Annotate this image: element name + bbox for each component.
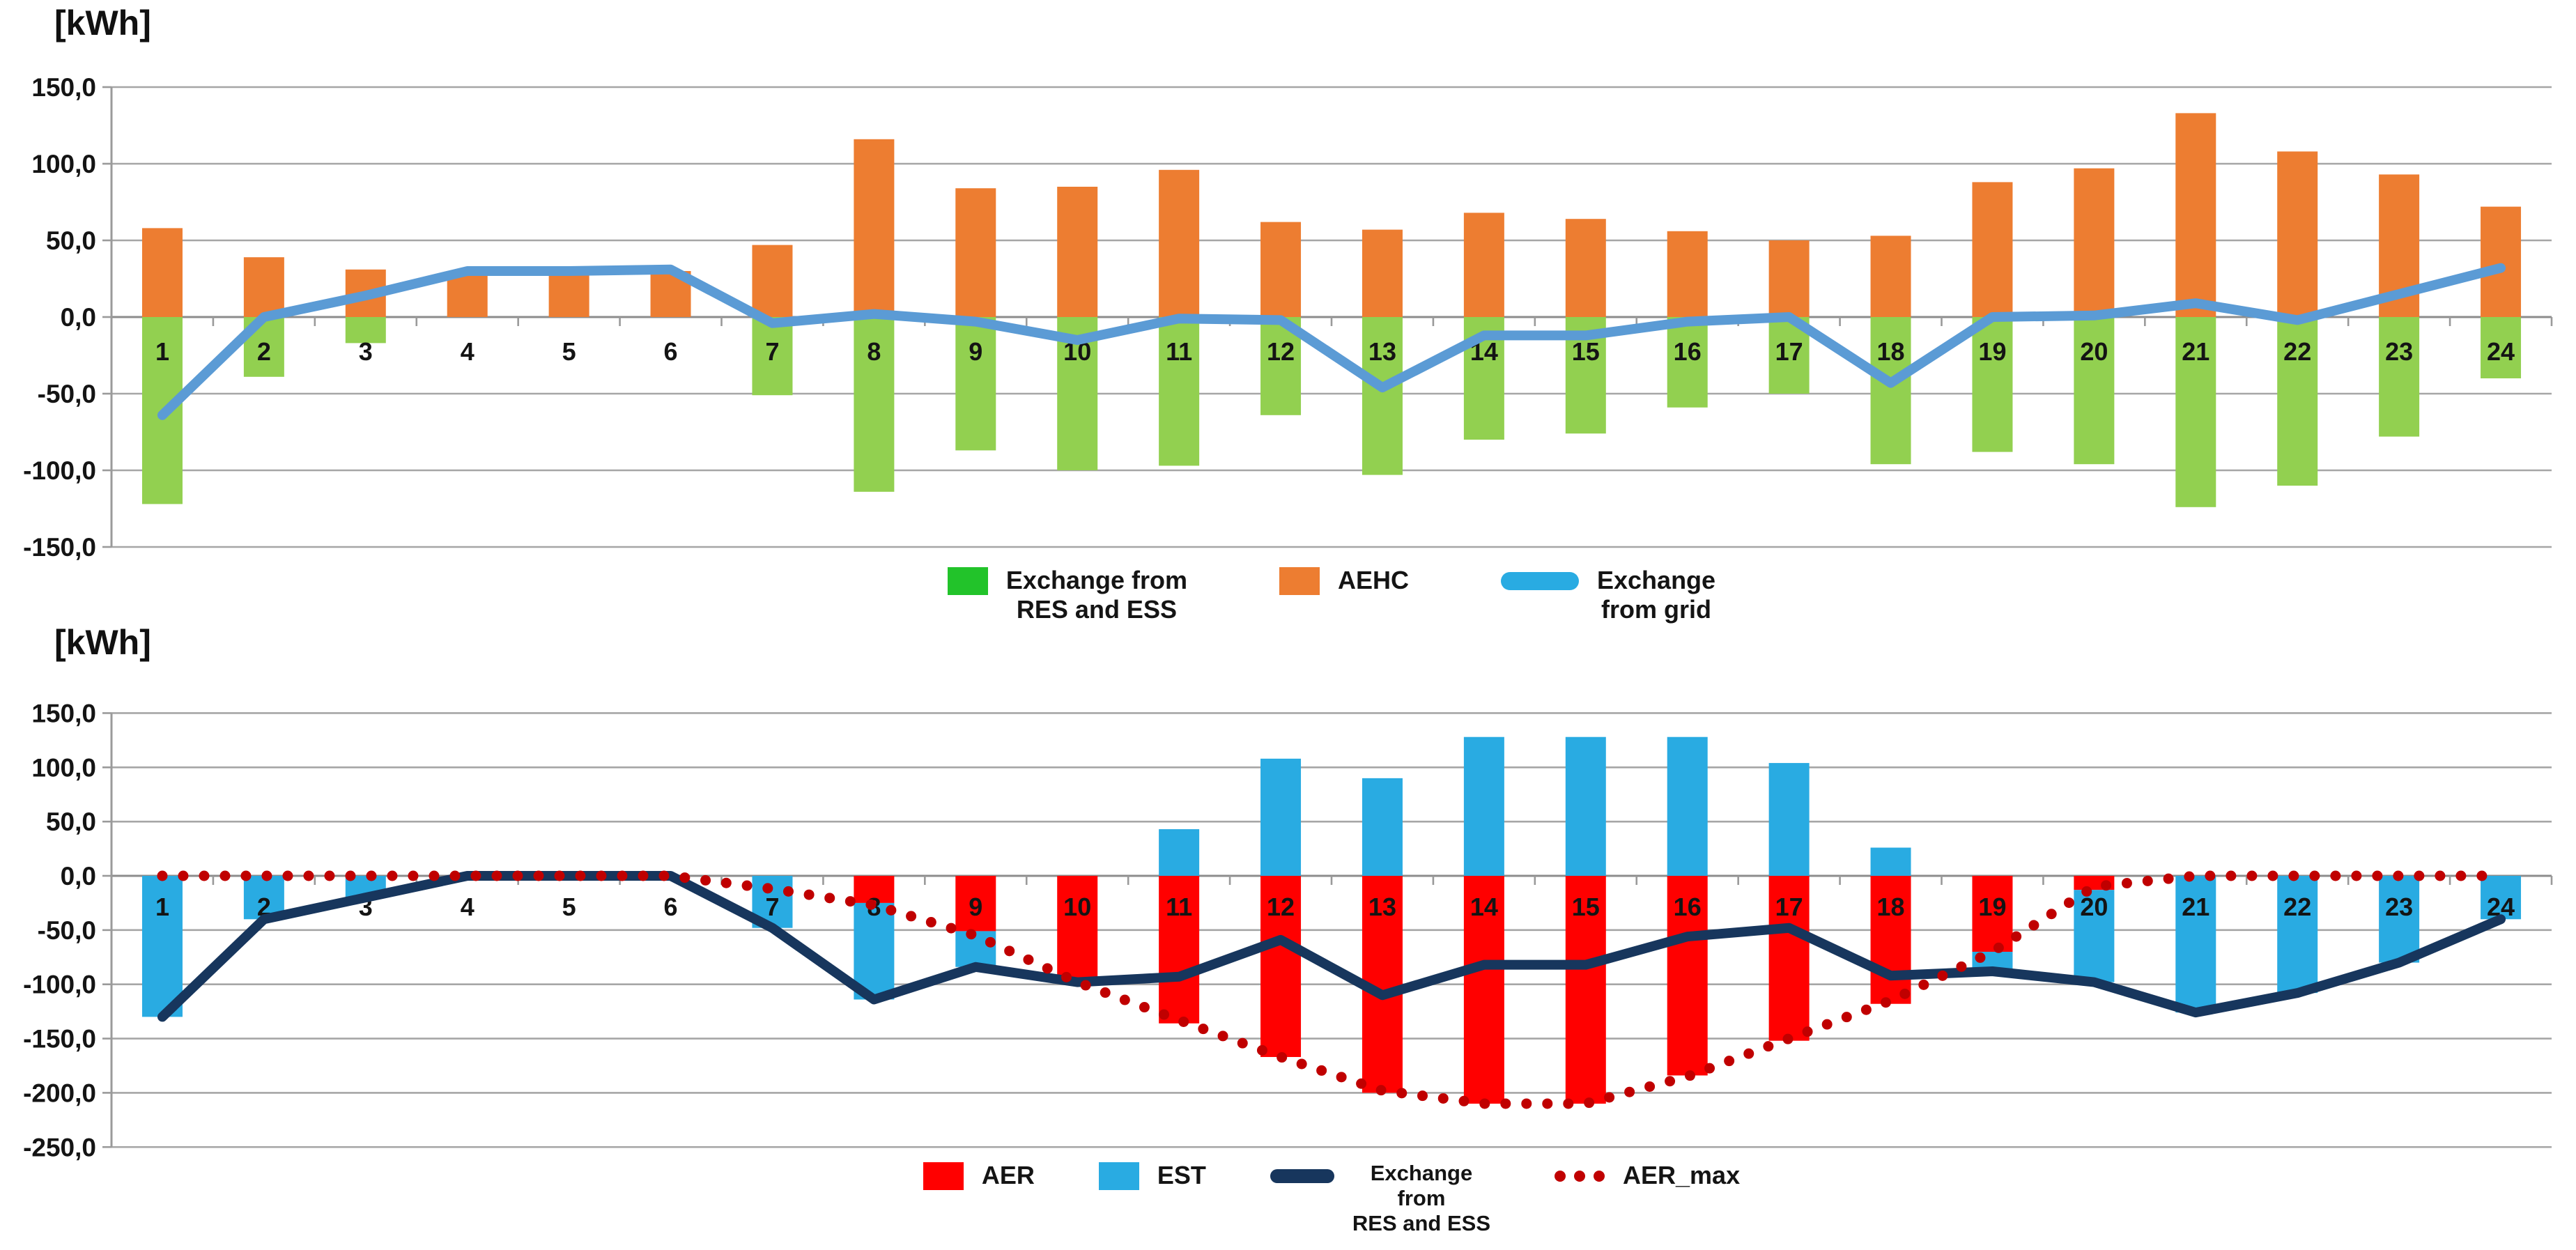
svg-text:16: 16 — [1674, 337, 1702, 366]
svg-text:1: 1 — [155, 893, 169, 921]
dot-icon — [1555, 1171, 1566, 1182]
aer-swatch — [923, 1162, 964, 1190]
svg-text:-200,0: -200,0 — [23, 1079, 96, 1107]
legend-item-aer: AER — [923, 1161, 1035, 1190]
legend-item-est: EST — [1098, 1161, 1206, 1190]
svg-text:9: 9 — [969, 893, 982, 921]
svg-text:12: 12 — [1267, 337, 1295, 366]
svg-text:-150,0: -150,0 — [23, 533, 96, 562]
legend-label-aer-max: AER_max — [1623, 1161, 1741, 1189]
svg-text:5: 5 — [562, 893, 576, 921]
svg-text:20: 20 — [2080, 893, 2108, 921]
svg-text:0,0: 0,0 — [61, 303, 96, 332]
svg-text:6: 6 — [664, 337, 678, 366]
svg-text:13: 13 — [1368, 337, 1396, 366]
legend-item-res-ess: Exchange from RES and ESS — [947, 566, 1187, 624]
res-ess-exchange-line-swatch — [1270, 1169, 1334, 1183]
svg-text:24: 24 — [2487, 337, 2515, 366]
svg-text:-100,0: -100,0 — [23, 456, 96, 485]
svg-text:17: 17 — [1775, 337, 1803, 366]
legend-item-grid-exchange: Exchange from grid — [1501, 566, 1715, 624]
svg-text:11: 11 — [1166, 893, 1192, 921]
aehc-swatch — [1279, 567, 1320, 595]
svg-text:150,0: 150,0 — [31, 73, 96, 102]
svg-text:15: 15 — [1572, 337, 1600, 366]
svg-text:2: 2 — [257, 337, 271, 366]
legend-label-aehc: AEHC — [1337, 566, 1409, 594]
svg-text:22: 22 — [2283, 893, 2311, 921]
svg-text:100,0: 100,0 — [31, 150, 96, 178]
svg-text:50,0: 50,0 — [46, 808, 96, 836]
aer-max-dotted-swatch — [1555, 1171, 1605, 1182]
svg-text:3: 3 — [359, 337, 373, 366]
svg-text:18: 18 — [1877, 337, 1905, 366]
svg-text:0,0: 0,0 — [61, 862, 96, 890]
svg-text:22: 22 — [2283, 337, 2311, 366]
dot-icon — [1594, 1171, 1605, 1182]
svg-text:21: 21 — [2182, 337, 2209, 366]
legend-label-est: EST — [1157, 1161, 1206, 1189]
svg-text:12: 12 — [1267, 893, 1295, 921]
svg-text:7: 7 — [765, 337, 779, 366]
top-chart-legend: Exchange from RES and ESS AEHC Exchange … — [111, 566, 2552, 624]
svg-text:19: 19 — [1978, 893, 2006, 921]
svg-text:6: 6 — [664, 893, 678, 921]
svg-text:23: 23 — [2385, 337, 2413, 366]
svg-text:14: 14 — [1470, 893, 1498, 921]
svg-text:11: 11 — [1166, 337, 1192, 366]
svg-text:-150,0: -150,0 — [23, 1025, 96, 1054]
svg-text:150,0: 150,0 — [31, 699, 96, 727]
svg-text:8: 8 — [867, 337, 881, 366]
est-swatch — [1098, 1162, 1139, 1190]
svg-text:-250,0: -250,0 — [23, 1133, 96, 1162]
svg-text:18: 18 — [1877, 893, 1905, 921]
dot-icon — [1574, 1171, 1586, 1182]
svg-text:7: 7 — [765, 893, 779, 921]
svg-text:10: 10 — [1063, 893, 1091, 921]
legend-item-res-ess-exchange: Exchange from RES and ESS — [1270, 1161, 1490, 1236]
svg-text:50,0: 50,0 — [46, 226, 96, 255]
svg-text:19: 19 — [1978, 337, 2006, 366]
svg-text:-50,0: -50,0 — [38, 380, 96, 408]
legend-label-aer: AER — [981, 1161, 1035, 1189]
svg-text:16: 16 — [1674, 893, 1702, 921]
legend-item-aer-max: AER_max — [1555, 1161, 1740, 1190]
svg-text:20: 20 — [2080, 337, 2108, 366]
svg-text:5: 5 — [562, 337, 576, 366]
svg-text:13: 13 — [1368, 893, 1396, 921]
svg-text:-100,0: -100,0 — [23, 971, 96, 999]
svg-text:100,0: 100,0 — [31, 753, 96, 782]
svg-text:9: 9 — [969, 337, 982, 366]
legend-item-aehc: AEHC — [1279, 566, 1409, 595]
svg-text:4: 4 — [461, 337, 475, 366]
svg-text:4: 4 — [461, 893, 475, 921]
legend-label-res-ess-exchange: Exchange from RES and ESS — [1352, 1161, 1491, 1235]
legend-label-res-ess: Exchange from RES and ESS — [1005, 566, 1187, 624]
top-chart-unit-label: [kWh] — [54, 3, 151, 43]
svg-text:23: 23 — [2385, 893, 2413, 921]
bottom-chart-legend: AER EST Exchange from RES and ESS AER_ma… — [111, 1161, 2552, 1236]
bottom-chart-unit-label: [kWh] — [54, 623, 151, 662]
legend-label-grid-exchange: Exchange from grid — [1597, 566, 1716, 624]
svg-text:-50,0: -50,0 — [38, 916, 96, 945]
svg-text:1: 1 — [155, 337, 169, 366]
svg-text:15: 15 — [1572, 893, 1600, 921]
svg-text:17: 17 — [1775, 893, 1803, 921]
svg-text:21: 21 — [2182, 893, 2209, 921]
res-ess-swatch — [947, 567, 988, 595]
grid-exchange-line-swatch — [1501, 572, 1579, 590]
